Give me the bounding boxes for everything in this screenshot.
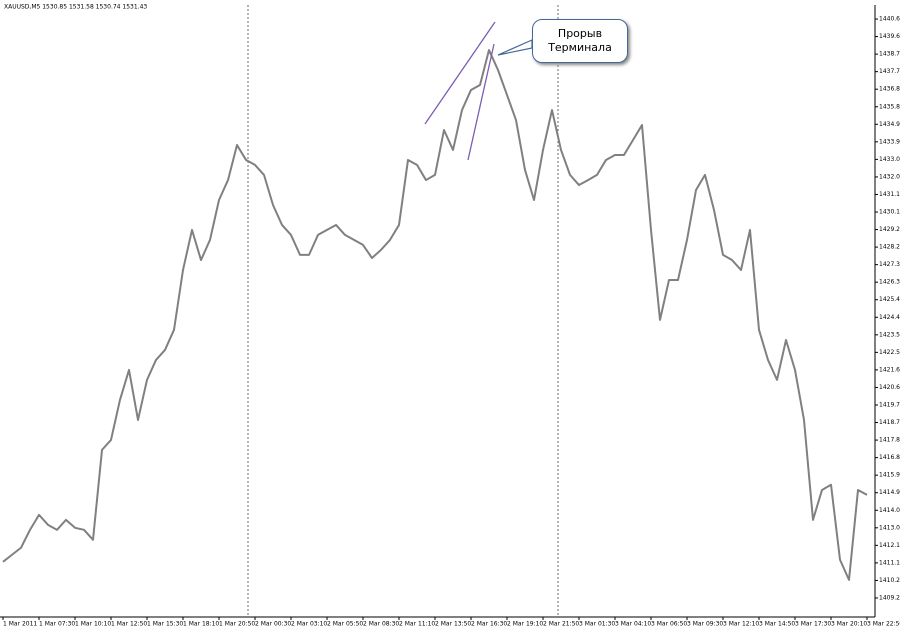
x-tick-label: 3 Mar 01:30 [579, 621, 615, 628]
annotation: Прорыв Терминала [532, 19, 628, 63]
x-tick-label: 3 Mar 04:10 [615, 621, 651, 628]
x-tick-label: 3 Mar 12:10 [723, 621, 759, 628]
y-tick-label: 1437.75 [879, 68, 900, 75]
trend-line [467, 43, 495, 161]
y-tick-label: 1430.15 [879, 209, 900, 216]
x-tick-label: 3 Mar 22:50 [867, 621, 900, 628]
y-tick-label: 1414.95 [879, 489, 900, 496]
y-tick-label: 1440.60 [879, 16, 900, 23]
y-tick-label: 1427.30 [879, 261, 900, 268]
x-tick-label: 1 Mar 07:30 [39, 621, 75, 628]
y-tick-label: 1432.05 [879, 173, 900, 180]
x-tick-label: 2 Mar 11:10 [399, 621, 435, 628]
y-tick-label: 1434.90 [879, 121, 900, 128]
y-tick-label: 1428.25 [879, 244, 900, 251]
x-tick-label: 2 Mar 13:50 [435, 621, 471, 628]
x-tick-label: 3 Mar 17:30 [795, 621, 831, 628]
x-tick-label: 1 Mar 15:30 [147, 621, 183, 628]
y-tick-label: 1418.75 [879, 419, 900, 426]
x-tick-label: 1 Mar 10:10 [75, 621, 111, 628]
price-line [2, 49, 868, 581]
y-tick-label: 1410.20 [879, 577, 900, 584]
y-tick-label: 1420.65 [879, 384, 900, 391]
y-tick-label: 1424.45 [879, 314, 900, 321]
y-tick-label: 1433.00 [879, 156, 900, 163]
x-tick-label: 3 Mar 09:30 [687, 621, 723, 628]
y-tick-label: 1411.15 [879, 559, 900, 566]
x-tick-label: 1 Mar 2011 [3, 621, 37, 628]
y-tick-label: 1426.35 [879, 279, 900, 286]
y-tick-label: 1421.60 [879, 366, 900, 373]
y-tick-label: 1409.25 [879, 594, 900, 601]
y-tick-label: 1431.10 [879, 191, 900, 198]
x-tick-label: 1 Mar 12:50 [111, 621, 147, 628]
x-tick-label: 1 Mar 20:50 [219, 621, 255, 628]
y-tick-label: 1435.85 [879, 103, 900, 110]
y-tick-label: 1438.70 [879, 51, 900, 58]
y-tick-label: 1413.05 [879, 524, 900, 531]
y-tick-label: 1417.80 [879, 437, 900, 444]
y-tick-label: 1423.50 [879, 331, 900, 338]
y-tick-label: 1419.70 [879, 401, 900, 408]
x-tick-label: 2 Mar 16:30 [471, 621, 507, 628]
x-tick-label: 3 Mar 20:10 [831, 621, 867, 628]
x-tick-label: 2 Mar 08:30 [363, 621, 399, 628]
trend-line [424, 21, 496, 125]
x-tick-label: 3 Mar 06:50 [651, 621, 687, 628]
y-tick-label: 1416.85 [879, 454, 900, 461]
y-tick-label: 1422.55 [879, 349, 900, 356]
chart-title: XAUUSD,M5 1530.85 1531.58 1530.74 1531.4… [4, 4, 147, 11]
x-tick-label: 3 Mar 14:50 [759, 621, 795, 628]
x-tick-label: 2 Mar 21:50 [543, 621, 579, 628]
x-tick-label: 2 Mar 03:10 [291, 621, 327, 628]
y-tick-label: 1429.20 [879, 226, 900, 233]
y-tick-label: 1436.80 [879, 86, 900, 93]
y-tick-label: 1415.90 [879, 472, 900, 479]
x-tick-label: 2 Mar 00:30 [255, 621, 291, 628]
plot: 1440.60 1439.65 1438.70 1437.75 1436.80 1435.… [2, 16, 900, 628]
x-tick-label: 1 Mar 18:10 [183, 621, 219, 628]
y-tick-label: 1414.00 [879, 507, 900, 514]
y-tick-label: 1433.95 [879, 138, 900, 145]
y-tick-label: 1439.65 [879, 33, 900, 40]
y-tick-label: 1412.10 [879, 542, 900, 549]
y-tick-label: 1425.40 [879, 296, 900, 303]
x-tick-label: 2 Mar 19:10 [507, 621, 543, 628]
x-tick-label: 2 Mar 05:50 [327, 621, 363, 628]
